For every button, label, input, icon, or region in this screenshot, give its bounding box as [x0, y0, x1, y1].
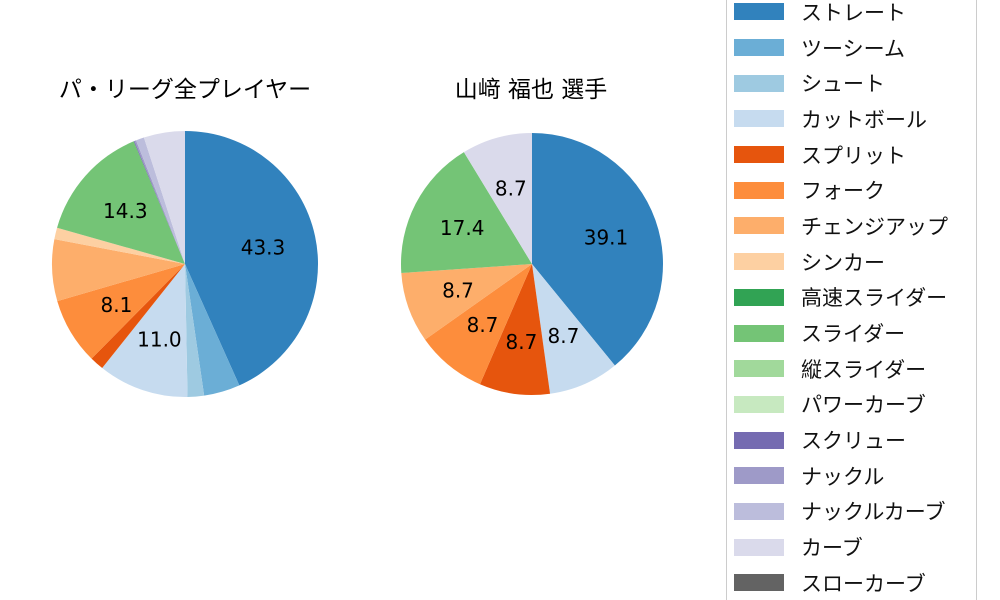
legend-swatch — [734, 574, 784, 592]
pie-slice — [52, 239, 185, 302]
legend-item: シュート — [727, 65, 976, 101]
pie-slice — [532, 133, 664, 366]
legend-label: パワーカーブ — [801, 393, 926, 418]
legend-item: スクリュー — [727, 422, 976, 458]
pie-slice — [185, 131, 319, 386]
pie-slice — [54, 227, 185, 264]
pie-slice — [185, 264, 240, 396]
legend-swatch — [734, 360, 784, 378]
legend-item: カーブ — [727, 529, 976, 565]
pie-slice-label: 43.3 — [241, 235, 286, 259]
legend-item: フォーク — [727, 172, 976, 208]
legend-swatch — [734, 253, 784, 271]
legend-swatch — [734, 288, 784, 306]
pie-slice — [185, 264, 205, 397]
legend-swatch — [734, 395, 784, 413]
legend-label: シュート — [801, 72, 885, 97]
legend-item: 高速スライダー — [727, 280, 976, 316]
pie-slice-label: 8.7 — [467, 313, 499, 337]
pie-title-right: 山﨑 福也 選手 — [454, 77, 608, 103]
legend-label: ツーシーム — [801, 36, 905, 61]
legend-item: シンカー — [727, 244, 976, 280]
pie-slice-label: 8.7 — [547, 324, 579, 348]
pie-slice — [532, 264, 615, 394]
legend-label: スライダー — [801, 322, 906, 347]
legend-label: 高速スライダー — [801, 286, 948, 311]
legend-item: ナックルカーブ — [727, 494, 976, 530]
legend-label: スクリュー — [801, 429, 906, 454]
pie-slice — [400, 152, 532, 274]
legend-item: 縦スライダー — [727, 351, 976, 387]
pie-slice — [401, 264, 532, 340]
legend-item: ツーシーム — [727, 30, 976, 66]
legend-label: チェンジアップ — [801, 214, 948, 239]
legend-label: スローカーブ — [801, 571, 926, 596]
legend-label: シンカー — [801, 250, 885, 275]
pie-slice-label: 39.1 — [584, 226, 629, 250]
legend-label: カーブ — [801, 536, 863, 561]
pie-slice-label: 11.0 — [137, 328, 182, 352]
legend-label: ナックル — [801, 464, 885, 489]
legend-label: フォーク — [801, 179, 885, 204]
legend-swatch — [734, 538, 784, 556]
legend-item: パワーカーブ — [727, 387, 976, 423]
legend-item: カットボール — [727, 101, 976, 137]
pie-left: 43.3 11.08.1 14.3 — [52, 131, 319, 398]
legend-swatch — [734, 502, 784, 520]
legend-item: チェンジアップ — [727, 208, 976, 244]
pie-slice — [479, 264, 551, 396]
legend-swatch — [734, 110, 784, 128]
legend-label: 縦スライダー — [801, 357, 927, 382]
legend-label: カットボール — [801, 107, 927, 132]
pie-slice-label: 8.7 — [442, 278, 474, 302]
pie-slice — [463, 133, 532, 264]
legend-swatch — [734, 39, 784, 57]
pie-slice-label: 14.3 — [103, 199, 148, 223]
pie-slice — [133, 140, 185, 264]
pie-slice — [57, 141, 185, 264]
legend-swatch — [734, 74, 784, 92]
pie-slice — [102, 264, 188, 398]
legend-swatch — [734, 467, 784, 485]
pie-slice — [134, 140, 185, 264]
legend-label: スプリット — [801, 143, 906, 168]
pie-slice — [136, 137, 185, 264]
legend-label: ナックルカーブ — [801, 500, 946, 525]
pie-slice — [57, 264, 185, 359]
legend-swatch — [734, 181, 784, 199]
pie-slice-label: 8.1 — [100, 293, 132, 317]
pie-slice-label: 8.7 — [505, 330, 537, 354]
legend-item: スライダー — [727, 315, 976, 351]
pie-title-left: パ・リーグ全プレイヤー — [58, 77, 312, 103]
legend-item: スローカーブ — [727, 565, 976, 600]
pie-slice-label: 17.4 — [440, 216, 485, 240]
legend-item: ナックル — [727, 458, 976, 494]
legend-swatch — [734, 431, 784, 449]
legend-swatch — [734, 324, 784, 342]
legend-label: ストレート — [801, 0, 906, 25]
legend-item: ストレート — [727, 0, 976, 30]
pie-slice — [425, 264, 532, 385]
legend-swatch — [734, 217, 784, 235]
legend-box: ストレートツーシームシュートカットボール スプリットフォークチェンジアップ シンカー… — [726, 0, 977, 600]
pie-right: 39.18.78.78.78.717.48.7 — [400, 133, 664, 396]
pie-slice — [143, 131, 185, 264]
legend-item: スプリット — [727, 137, 976, 173]
pie-slice-label: 8.7 — [495, 176, 527, 200]
legend-swatch — [734, 3, 784, 21]
pie-slice — [91, 264, 185, 369]
legend-swatch — [734, 146, 784, 164]
